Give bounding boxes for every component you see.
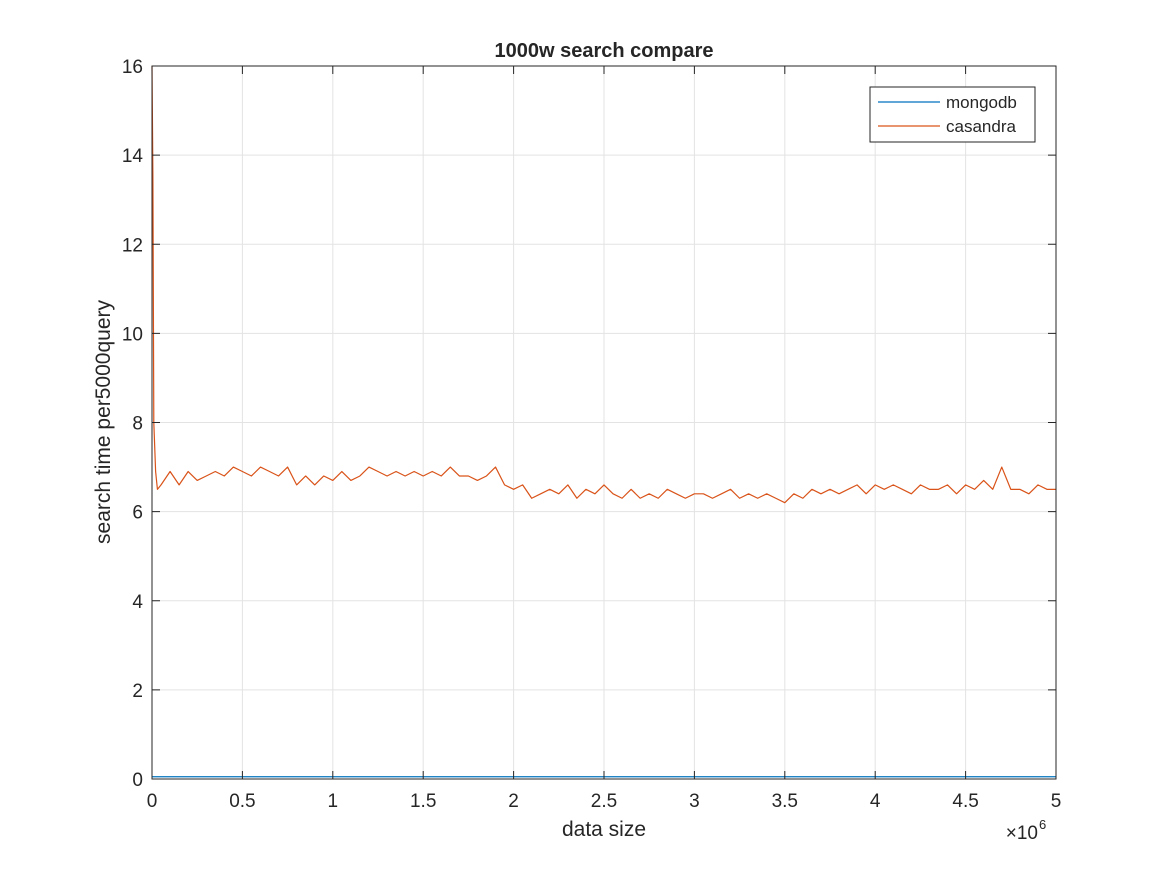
axis-ticks: 0 0.5 1 1.5 2 2.5 3 3.5 4 4.5 5 0 2 4 6 8 10 12 14 16 <box>122 57 1061 812</box>
y-tick-label: 10 <box>122 324 143 345</box>
y-tick-label: 6 <box>132 503 143 524</box>
x-tick-label: 0 <box>147 791 158 812</box>
x-exponent-label: ×10 6 <box>1006 817 1046 844</box>
x-tick-label: 2.5 <box>591 791 617 812</box>
y-tick-label: 2 <box>132 681 143 702</box>
x-exponent-power: 6 <box>1039 817 1046 832</box>
y-tick-label: 12 <box>122 235 143 256</box>
series-line-casandra <box>151 65 1056 504</box>
chart-title: 1000w search compare <box>494 40 713 62</box>
y-tick-label: 4 <box>132 592 143 613</box>
x-tick-label: 4.5 <box>952 791 978 812</box>
y-tick-label: 14 <box>122 146 144 167</box>
x-exponent-base: ×10 <box>1006 823 1038 844</box>
legend-label-casandra: casandra <box>946 117 1016 136</box>
legend: mongodb casandra <box>869 86 1036 143</box>
y-tick-label: 16 <box>122 57 143 78</box>
y-tick-label: 0 <box>132 770 143 791</box>
x-tick-label: 2 <box>508 791 519 812</box>
x-tick-label: 5 <box>1051 791 1062 812</box>
legend-label-mongodb: mongodb <box>946 93 1017 112</box>
x-tick-label: 4 <box>870 791 881 812</box>
y-axis-label: search time per5000query <box>92 300 115 544</box>
x-axis-label: data size <box>562 818 646 841</box>
x-tick-label: 3.5 <box>772 791 798 812</box>
x-tick-label: 1 <box>328 791 339 812</box>
x-tick-label: 0.5 <box>229 791 255 812</box>
legend-box <box>869 86 1036 143</box>
x-tick-label: 3 <box>689 791 700 812</box>
x-tick-label: 1.5 <box>410 791 436 812</box>
y-tick-label: 8 <box>132 414 143 435</box>
